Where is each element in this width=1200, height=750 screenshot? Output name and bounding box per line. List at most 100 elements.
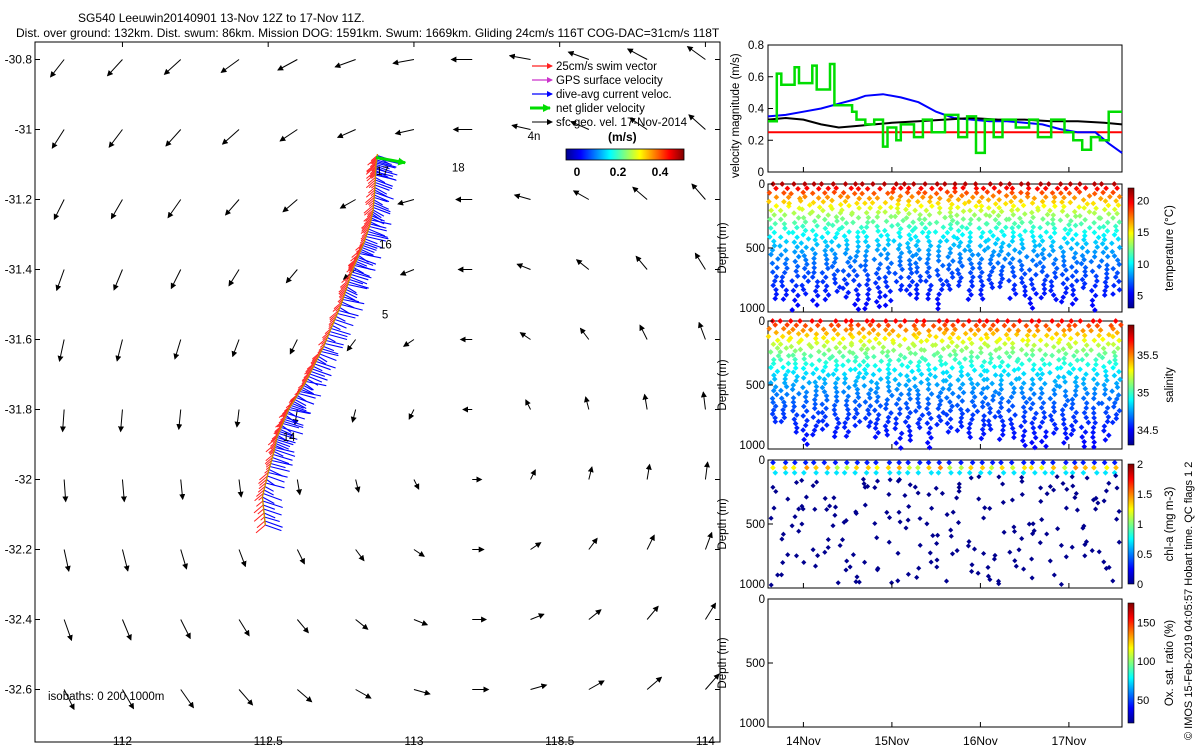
profile-point-chla-19-d0 <box>966 539 972 545</box>
profile-point-temperature-24-2 <box>1018 189 1024 196</box>
profile-point-temperature-3-20 <box>801 265 808 272</box>
profile-point-temperature-4-17 <box>811 260 817 266</box>
profile-frame-chla <box>767 459 1123 589</box>
profile-point-salinity-3-9 <box>803 360 809 367</box>
profile-point-temperature-32-22 <box>1104 275 1110 281</box>
swim-vector-14-2 <box>346 265 355 273</box>
profile-point-temperature-7-16 <box>842 250 849 257</box>
profile-point-salinity-25-13 <box>1030 381 1036 388</box>
profile-point-salinity-25-11 <box>1034 371 1041 378</box>
dac-vector-17-6 <box>372 211 382 219</box>
profile-point-salinity-7-1 <box>847 322 854 329</box>
geo-arrow-1-4 <box>279 129 298 142</box>
profile-point-temperature-13-9 <box>910 219 916 226</box>
profile-point-salinity-28-0 <box>1058 318 1065 324</box>
profile-point-salinity-20-4 <box>978 336 984 342</box>
dac-vector-11-4 <box>337 312 356 319</box>
map-y-axis: -30.8-31-31.2-31.4-31.6-31.8-32-32.2-32.… <box>5 53 720 697</box>
profile-point-salinity-25-19 <box>1033 410 1039 417</box>
profile-point-temperature-30-7 <box>1086 209 1093 215</box>
profile-point-salinity-29-1 <box>1072 322 1078 329</box>
profile-point-salinity-14-23 <box>919 412 926 419</box>
profile-point-temperature-0-20 <box>769 269 776 275</box>
profile-point-chla-10-s2 <box>873 469 879 476</box>
dac-vector-15-6 <box>363 242 378 249</box>
day-label-2: 16 <box>379 240 392 252</box>
profile-point-temperature-30-19 <box>1081 256 1087 263</box>
profile-point-salinity-26-4 <box>1037 337 1044 344</box>
profile-point-temperature-28-0 <box>1057 181 1064 187</box>
profile-point-temperature-25-20 <box>1028 276 1035 283</box>
profile-point-temperature-31-11 <box>1095 234 1102 241</box>
profile-point-salinity-29-10 <box>1067 361 1074 368</box>
profile-point-chla-30-s0 <box>1080 459 1087 466</box>
profile-point-temperature-6-10 <box>829 222 836 229</box>
profile-point-chla-15-d1 <box>928 559 934 565</box>
profile-point-salinity-30-23 <box>1082 429 1089 435</box>
profile-point-temperature-5-10 <box>822 225 829 232</box>
profile-point-temperature-22-11 <box>1002 224 1009 231</box>
profile-point-salinity-5-3 <box>823 330 830 337</box>
profile-point-salinity-1-2 <box>780 325 787 332</box>
dac-vector-3-1 <box>274 448 296 457</box>
profile-point-salinity-11-15 <box>885 383 892 390</box>
swim-vector-13-5 <box>341 274 352 283</box>
profile-point-salinity-24-22 <box>1018 423 1024 430</box>
profile-point-temperature-17-15 <box>951 241 957 248</box>
profile-point-salinity-30-2 <box>1080 327 1086 334</box>
profile-point-temperature-25-21 <box>1029 281 1035 288</box>
profile-point-temperature-27-0 <box>1045 181 1052 187</box>
profile-point-temperature-26-13 <box>1039 238 1046 244</box>
profile-point-temperature-1-4 <box>781 198 787 205</box>
profile-point-temperature-20-2 <box>973 189 980 196</box>
map-x-axis: 112 112.5 113 113.5 114 <box>113 42 715 748</box>
day-label-5: 4n <box>528 131 541 143</box>
profile-point-salinity-21-2 <box>987 326 994 333</box>
profile-point-salinity-23-12 <box>1005 371 1012 378</box>
profile-point-temperature-19-15 <box>967 247 974 254</box>
geo-arrow-8-9 <box>588 609 602 620</box>
swim-vector-19-4 <box>368 182 376 189</box>
profile-point-salinity-25-7 <box>1029 352 1036 358</box>
profile-point-salinity-31-0 <box>1090 318 1097 324</box>
profile-point-temperature-0-9 <box>772 220 779 227</box>
profile-point-temperature-5-0 <box>818 181 825 187</box>
profile-point-salinity-13-17 <box>907 396 914 402</box>
profile-point-temperature-33-16 <box>1109 248 1116 255</box>
profile-point-temperature-13-7 <box>906 210 912 217</box>
swim-vector-3-2 <box>268 447 276 454</box>
profile-point-salinity-16-20 <box>937 397 944 404</box>
profile-point-temperature-21-21 <box>990 264 997 271</box>
profile-point-chla-27-d0 <box>1054 474 1060 480</box>
profile-point-salinity-29-15 <box>1073 383 1080 390</box>
swim-vector-1-3 <box>257 486 266 493</box>
profile-point-salinity-32-0 <box>1096 318 1103 324</box>
profile-point-salinity-12-0 <box>892 318 899 324</box>
colorbar-title: (m/s) <box>608 130 637 144</box>
profile-point-temperature-16-17 <box>939 262 946 269</box>
profile-point-temperature-13-25 <box>903 287 910 293</box>
profile-point-salinity-19-7 <box>968 349 975 356</box>
profile-point-temperature-29-23 <box>1070 287 1077 293</box>
profile-point-salinity-33-6 <box>1110 341 1117 348</box>
profile-point-salinity-11-6 <box>880 344 887 351</box>
profile-point-temperature-30-13 <box>1081 232 1088 239</box>
profile-point-chla-33-s0 <box>1111 459 1118 466</box>
profile-point-salinity-25-12 <box>1029 376 1036 383</box>
geo-arrow-3-2 <box>170 269 182 290</box>
profile-point-salinity-17-0 <box>944 318 950 324</box>
profile-point-temperature-17-23 <box>949 274 956 281</box>
profile-point-temperature-5-11 <box>824 229 831 236</box>
profile-point-chla-19-d3 <box>969 562 975 568</box>
profile-point-salinity-5-20 <box>819 401 826 408</box>
profile-point-salinity-5-14 <box>821 376 828 383</box>
profile-ytick-label-temperature-0: 0 <box>759 179 765 191</box>
profile-point-salinity-20-24 <box>979 426 986 433</box>
profile-point-temperature-11-9 <box>889 223 895 229</box>
profile-point-temperature-9-16 <box>862 257 869 264</box>
profile-point-chla-2-s2 <box>791 469 798 476</box>
profile-point-temperature-14-23 <box>914 282 920 288</box>
profile-point-salinity-14-0 <box>913 318 920 324</box>
profile-point-salinity-12-25 <box>893 440 900 446</box>
